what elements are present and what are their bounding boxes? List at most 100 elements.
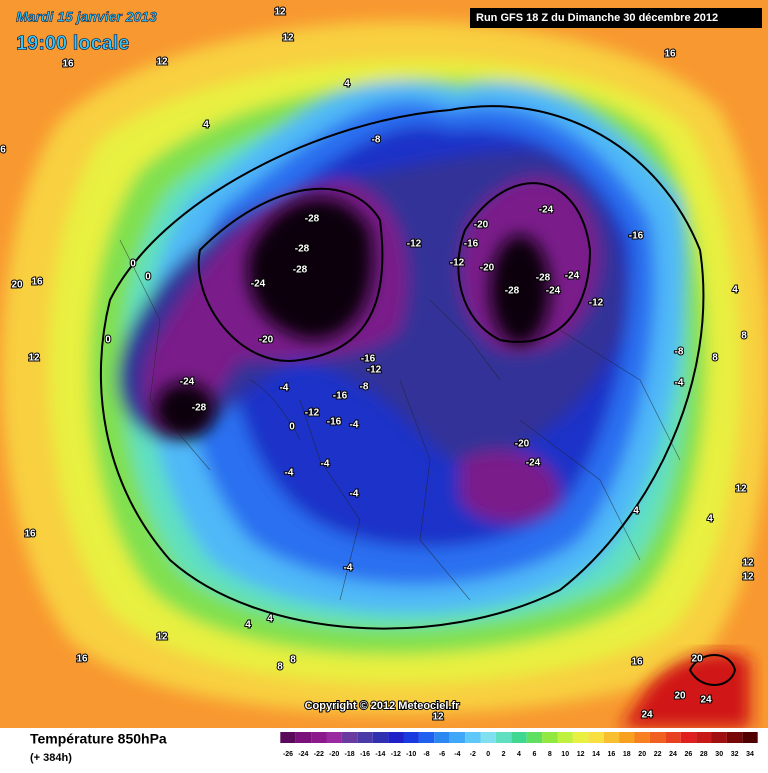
scale-swatch bbox=[403, 732, 419, 743]
scale-tick-label: -16 bbox=[360, 751, 370, 758]
scale-swatch bbox=[449, 732, 466, 743]
time: 19:00 locale bbox=[16, 32, 129, 54]
contour-label: -12 bbox=[589, 298, 604, 309]
date: Mardi 15 janvier 2013 bbox=[16, 9, 157, 25]
contour-label: 4 bbox=[732, 285, 738, 296]
scale-tick-label: 4 bbox=[517, 751, 521, 758]
contour-label: 16 bbox=[76, 654, 88, 665]
contour-label: -28 bbox=[192, 403, 207, 414]
contour-label: 12 bbox=[742, 558, 754, 569]
scale-tick-label: 10 bbox=[561, 751, 569, 758]
contour-label: 8 bbox=[290, 655, 296, 666]
scale-swatch bbox=[311, 732, 327, 743]
contour-label: -24 bbox=[546, 286, 561, 297]
contour-label: -24 bbox=[539, 205, 554, 216]
contour-label: -16 bbox=[361, 354, 376, 365]
scale-tick-label: 30 bbox=[715, 751, 723, 758]
scale-swatch bbox=[680, 732, 697, 743]
scale-tick-label: 6 bbox=[532, 751, 536, 758]
scale-swatch bbox=[418, 732, 435, 743]
contour-label: 6 bbox=[0, 145, 6, 156]
run-info: Run GFS 18 Z du Dimanche 30 décembre 201… bbox=[476, 12, 718, 24]
scale-tick-label: -18 bbox=[345, 751, 355, 758]
scale-tick-label: 24 bbox=[669, 751, 677, 758]
contour-label: -28 bbox=[536, 273, 551, 284]
scale-swatch bbox=[603, 732, 620, 743]
scale-tick-label: 20 bbox=[638, 751, 646, 758]
scale-tick-label: 14 bbox=[592, 751, 600, 758]
scale-swatch bbox=[726, 732, 743, 743]
contour-label: -24 bbox=[251, 279, 266, 290]
variable: Température 850hPa bbox=[30, 731, 167, 747]
scale-tick-label: -2 bbox=[470, 751, 476, 758]
contour-label: 4 bbox=[245, 620, 251, 631]
scale-tick-label: -4 bbox=[454, 751, 460, 758]
contour-label: 12 bbox=[432, 712, 444, 723]
scale-tick-label: 32 bbox=[731, 751, 739, 758]
contour-label: 20 bbox=[11, 280, 23, 291]
contour-label: -4 bbox=[280, 383, 289, 394]
contour-label: -12 bbox=[367, 365, 382, 376]
contour-label: 12 bbox=[274, 7, 286, 18]
scale-swatch bbox=[480, 732, 496, 743]
contour-label: 20 bbox=[674, 691, 686, 702]
scale-tick-label: -24 bbox=[298, 751, 308, 758]
scale-swatch bbox=[495, 732, 512, 743]
scale-swatch bbox=[357, 732, 373, 743]
scale-swatch bbox=[711, 732, 727, 743]
contour-label: -8 bbox=[360, 382, 369, 393]
scale-swatch bbox=[388, 732, 404, 743]
contour-label: -20 bbox=[515, 439, 530, 450]
contour-label: -20 bbox=[259, 335, 274, 346]
scale-swatch bbox=[665, 732, 681, 743]
temperature-field bbox=[0, 0, 768, 728]
contour-label: -28 bbox=[295, 244, 310, 255]
contour-label: -4 bbox=[285, 468, 294, 479]
scale-swatch bbox=[696, 732, 712, 743]
contour-label: 0 bbox=[130, 259, 136, 270]
scale-swatch bbox=[526, 732, 543, 743]
scale-swatch bbox=[557, 732, 573, 743]
contour-label: 16 bbox=[31, 277, 43, 288]
contour-label: -4 bbox=[350, 489, 359, 500]
contour-label: 24 bbox=[700, 695, 712, 706]
scale-tick-label: 0 bbox=[486, 751, 490, 758]
contour-label: 16 bbox=[664, 49, 676, 60]
scale-swatch bbox=[588, 732, 604, 743]
contour-label: 0 bbox=[289, 422, 295, 433]
contour-label: -24 bbox=[526, 458, 541, 469]
contour-label: 4 bbox=[203, 120, 209, 131]
contour-label: 8 bbox=[741, 331, 747, 342]
scale-swatch bbox=[372, 732, 389, 743]
contour-label: -12 bbox=[450, 258, 465, 269]
run-box bbox=[470, 8, 762, 28]
scale-tick-label: 28 bbox=[700, 751, 708, 758]
scale-swatch bbox=[326, 732, 342, 743]
scale-tick-label: 2 bbox=[502, 751, 506, 758]
scale-tick-label: -26 bbox=[283, 751, 293, 758]
scale-swatch bbox=[465, 732, 481, 743]
scale-tick-label: 12 bbox=[577, 751, 585, 758]
contour-label: -12 bbox=[305, 408, 320, 419]
scale-swatch bbox=[434, 732, 450, 743]
contour-label: 0 bbox=[105, 335, 111, 346]
contour-label: 4 bbox=[267, 614, 273, 625]
contour-label: -16 bbox=[327, 417, 342, 428]
contour-label: 12 bbox=[156, 632, 168, 643]
contour-label: 8 bbox=[277, 662, 283, 673]
contour-label: -4 bbox=[344, 563, 353, 574]
scale-swatch bbox=[742, 732, 758, 743]
scale-tick-label: 8 bbox=[548, 751, 552, 758]
scale-tick-label: 22 bbox=[654, 751, 662, 758]
contour-label: 16 bbox=[24, 529, 36, 540]
contour-label: 8 bbox=[712, 353, 718, 364]
copyright: Copyright © 2012 Meteociel.fr bbox=[305, 700, 461, 712]
contour-label: 12 bbox=[282, 33, 294, 44]
contour-label: 4 bbox=[633, 506, 639, 517]
contour-label: -24 bbox=[180, 377, 195, 388]
contour-label: -4 bbox=[675, 378, 684, 389]
contour-label: 4 bbox=[707, 514, 713, 525]
scale-tick-label: 34 bbox=[746, 751, 754, 758]
contour-label: 20 bbox=[691, 654, 703, 665]
scale-tick-label: 26 bbox=[685, 751, 693, 758]
